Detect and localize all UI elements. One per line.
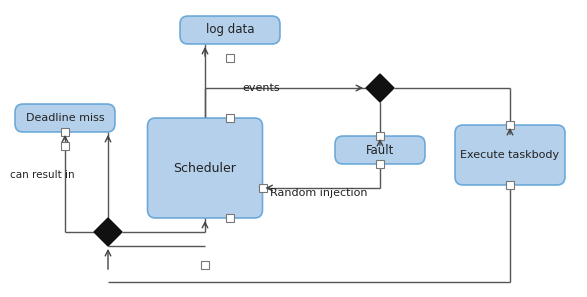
Text: Execute taskbody: Execute taskbody [460, 150, 559, 160]
Text: events: events [242, 83, 279, 93]
Bar [226, 114, 234, 122]
Bar [226, 214, 234, 222]
Text: Scheduler: Scheduler [174, 162, 237, 175]
Text: Fault: Fault [366, 143, 394, 157]
Bar [506, 181, 514, 189]
FancyBboxPatch shape [180, 16, 280, 44]
FancyBboxPatch shape [455, 125, 565, 185]
Text: Random injection: Random injection [270, 188, 367, 198]
Polygon shape [366, 74, 394, 102]
Text: log data: log data [206, 23, 254, 37]
Bar [226, 54, 234, 62]
Bar [61, 128, 69, 136]
FancyBboxPatch shape [15, 104, 115, 132]
Bar [61, 142, 69, 150]
Bar [506, 121, 514, 129]
Polygon shape [94, 218, 122, 246]
FancyBboxPatch shape [147, 118, 262, 218]
Bar [376, 160, 384, 168]
Text: Deadline miss: Deadline miss [26, 113, 104, 123]
Text: can result in: can result in [10, 170, 75, 180]
Bar [259, 184, 267, 192]
Bar [201, 261, 209, 269]
FancyBboxPatch shape [335, 136, 425, 164]
Bar [376, 132, 384, 140]
